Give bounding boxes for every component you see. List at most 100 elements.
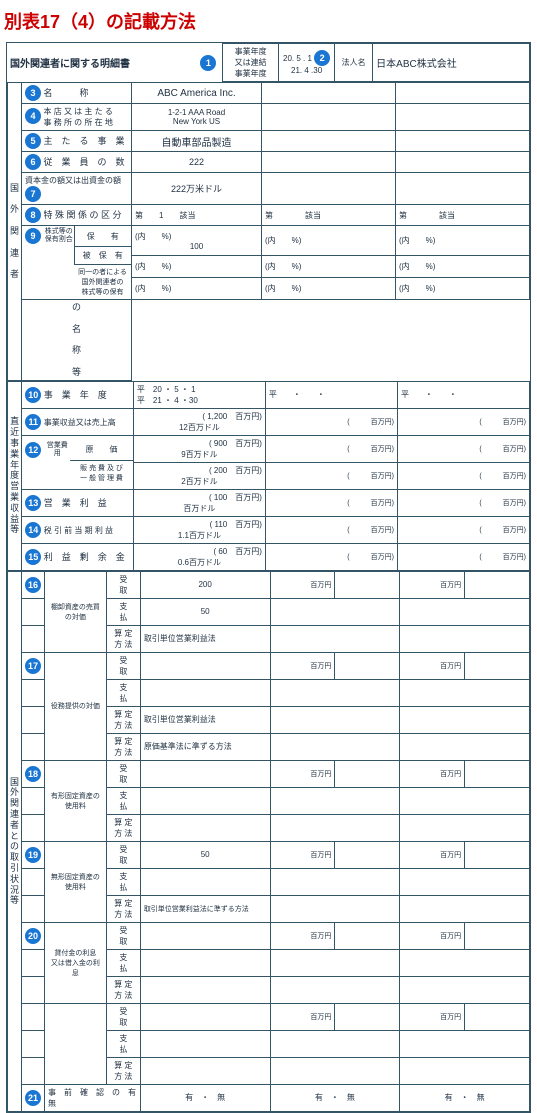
- r8-c1: 第 1 該当: [132, 205, 262, 226]
- r15-v2: 0.6百万ドル: [137, 557, 262, 568]
- r9-c: 同一の者による 国外関連者の 株式等の保有: [74, 265, 131, 300]
- r9-b2: (内 %): [396, 226, 530, 256]
- bubble-17: 17: [25, 658, 41, 674]
- t16r: 受 取: [106, 571, 140, 598]
- u3b: 百万円): [371, 473, 394, 480]
- r11-v2: 12百万ドル: [137, 422, 262, 433]
- r9-hdr: (内 %): [135, 232, 171, 241]
- r11-label: 事業収益又は売上高: [44, 418, 116, 427]
- r12-va2: 9百万ドル: [137, 449, 262, 460]
- r10-l2: 平 21 ・ 4 ・30: [137, 396, 198, 405]
- r3-label: 名 称: [44, 88, 89, 98]
- corp-label: 法人名: [335, 44, 373, 82]
- corp-name: 日本ABC株式会社: [373, 44, 530, 82]
- r21-o3: 有 ・ 無: [400, 1084, 530, 1111]
- u4c: 百万円): [503, 500, 526, 507]
- r14-v: 110: [214, 520, 227, 529]
- t18r: 受 取: [106, 760, 140, 787]
- r6-label: 従 業 員 の 数: [44, 157, 125, 167]
- sec16: 棚卸資産の売買の対価: [44, 571, 106, 652]
- u1b: 百万円): [371, 419, 394, 426]
- r9-b7: (内 %): [262, 278, 396, 300]
- r9-label: 株式等の保有割合: [44, 226, 74, 247]
- r12-label: 営業費用: [44, 440, 70, 461]
- t16mv: 取引単位営業利益法: [140, 625, 270, 652]
- bubble-2: 2: [314, 50, 330, 66]
- r13-v2: 百万ドル: [137, 503, 262, 514]
- r7-label: 資本金の額又は出資金の額: [25, 176, 121, 185]
- r8-label: 特 殊 関 係 の 区 分: [44, 210, 122, 220]
- r14-v2: 1.1百万ドル: [137, 530, 262, 541]
- t16m: 算 定 方 法: [106, 625, 140, 652]
- bubble-15: 15: [25, 549, 41, 565]
- side-d: 国 外 関 連 者 と の 取 引 状 況 等: [8, 571, 22, 1111]
- form-sheet: 国外関連者に関する明細書 1 事業年度 又は連結 事業年度 20. 5 . 1 …: [6, 42, 531, 1113]
- bubble-6: 6: [25, 154, 41, 170]
- r9-b5: (内 %): [396, 256, 530, 278]
- bubble-18: 18: [25, 766, 41, 782]
- sec20b: [44, 1003, 106, 1084]
- r13-label: 営 業 利 益: [44, 498, 107, 508]
- r9-a: 保 有: [74, 226, 131, 247]
- page-title: 別表17（4）の記載方法: [0, 0, 537, 42]
- u1c: 百万円): [503, 419, 526, 426]
- bubble-3: 3: [25, 85, 41, 101]
- r4-val: 1-2-1 AAA Road New York US: [132, 104, 262, 131]
- t20bm: 算 定 方 法: [106, 1057, 140, 1084]
- t18m: 算 定 方 法: [106, 814, 140, 841]
- t19r: 受 取: [106, 841, 140, 868]
- bubble-4: 4: [25, 108, 41, 124]
- r9-b8: (内 %): [396, 278, 530, 300]
- bubble-8: 8: [25, 207, 41, 223]
- sec19: 無形固定資産の使用料: [44, 841, 106, 922]
- r8-c3: 第 該当: [396, 205, 530, 226]
- u6: 百万円): [235, 547, 262, 556]
- r5-val: 自動車部品製造: [132, 131, 262, 152]
- bubble-20: 20: [25, 928, 41, 944]
- t20br: 受 取: [106, 1003, 140, 1030]
- t16pv: 50: [140, 598, 270, 625]
- r3-val: ABC America Inc.: [132, 83, 262, 104]
- u2b: 百万円): [371, 446, 394, 453]
- r13-v: 100: [214, 493, 227, 502]
- r12-vb: 200: [214, 466, 227, 475]
- t19mv: 取引単位営業利益法に準ずる方法: [140, 895, 270, 922]
- r12-vb2: 2百万ドル: [137, 476, 262, 487]
- t16rv: 200: [140, 571, 270, 598]
- r9-b: 被 保 有: [74, 247, 131, 265]
- u5b: 百万円): [371, 527, 394, 534]
- r9-b1: (内 %): [262, 226, 396, 256]
- side-a: 国 外 関 連 者: [8, 83, 22, 381]
- u4b: 百万円): [371, 500, 394, 507]
- u1: 百万円): [235, 412, 262, 421]
- r12-b: 販 売 費 及 び 一 般 管 理 費: [70, 461, 133, 486]
- t20m: 算 定 方 法: [106, 976, 140, 1003]
- side-b: の 名 称 等: [22, 300, 132, 381]
- r12-a: 原 価: [70, 440, 133, 461]
- u6b: 百万円): [371, 554, 394, 561]
- r10-l1: 平 20 ・ 5 ・ 1: [137, 385, 196, 394]
- u6c: 百万円): [503, 554, 526, 561]
- date2: 21. 4 .30: [291, 66, 322, 75]
- u4: 百万円): [235, 493, 262, 502]
- u2c: 百万円): [503, 446, 526, 453]
- r9-b3: (内 %): [132, 256, 262, 278]
- t19m: 算 定 方 法: [106, 895, 140, 922]
- sec18: 有形固定資産の使用料: [44, 760, 106, 841]
- t18p: 支 払: [106, 787, 140, 814]
- r9-b4: (内 %): [262, 256, 396, 278]
- r7-val: 222万米ドル: [132, 173, 262, 205]
- r8-c2: 第 該当: [262, 205, 396, 226]
- bubble-19: 19: [25, 847, 41, 863]
- r5-label: 主 た る 事 業: [44, 136, 125, 146]
- bubble-21: 21: [25, 1090, 41, 1106]
- u5: 百万円): [235, 520, 262, 529]
- t20bp: 支 払: [106, 1030, 140, 1057]
- r6-val: 222: [132, 152, 262, 173]
- r14-label: 税 引 前 当 期 利 益: [44, 526, 113, 535]
- bubble-16: 16: [25, 577, 41, 593]
- sec20: 貸付金の利息 又は借入金の利息: [44, 922, 106, 1003]
- r21-o2: 有 ・ 無: [270, 1084, 400, 1111]
- t20r: 受 取: [106, 922, 140, 949]
- side-c: 直 近 事 業 年 度 営 業 収 益 等: [8, 381, 22, 570]
